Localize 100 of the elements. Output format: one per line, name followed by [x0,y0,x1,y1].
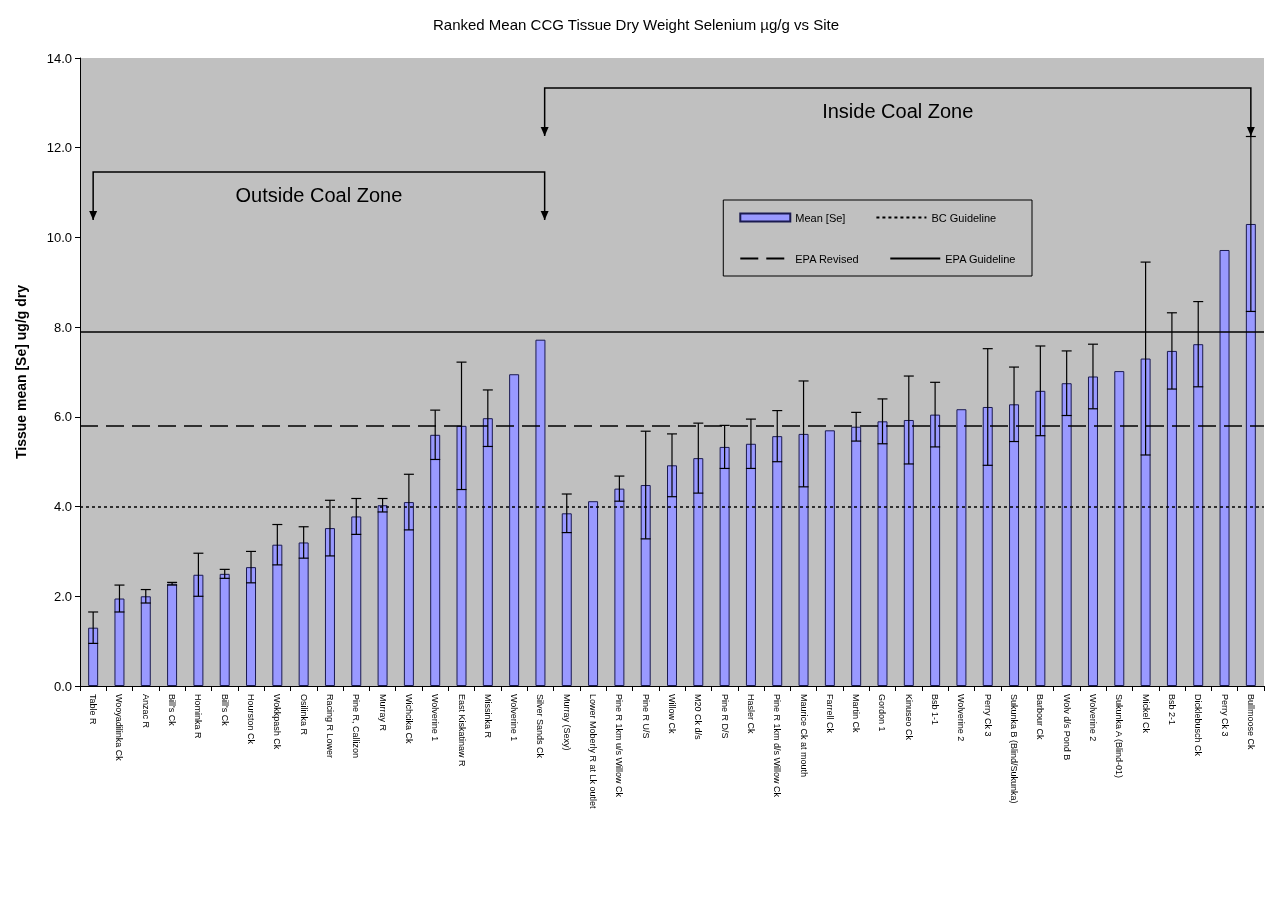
y-tick-label: 10.0 [46,229,72,245]
x-tick-label: Mickel Ck [1140,694,1151,734]
x-tick-label: Wooyadilinka Ck [114,694,125,762]
y-tick-label: 4.0 [53,499,72,515]
y-axis-title: Tissue mean [Se] ug/g dry [13,284,29,460]
bar [798,433,809,686]
bar [1245,223,1256,686]
bar [1219,249,1230,686]
x-tick-label: Perry Ck 3 [1219,694,1230,737]
bar [403,502,414,686]
x-tick-label: Osilinka R [298,694,309,736]
bar [114,598,125,686]
bar [430,434,441,686]
bar [509,374,520,686]
bar [272,544,283,686]
bar [324,528,335,686]
bar [535,339,546,686]
x-tick-label: Bullmoose Ck [1245,694,1256,751]
bar [1140,358,1151,686]
bar [982,406,993,686]
x-tick-label: Hasler Ck [745,694,756,735]
x-tick-label: Hourston Ck [246,694,257,745]
bar [1061,383,1072,686]
x-tick-label: Table R [88,694,99,726]
x-tick-label: Pine R U/S [640,694,651,739]
bar [772,436,783,686]
bar [956,409,967,686]
x-tick-label: Wolverine 2 [1087,694,1098,742]
x-tick-label: Anzac R [140,694,151,729]
x-tick-label: Wolverine 1 [430,694,441,742]
x-tick-label: Missinka R [482,694,493,739]
x-tick-label: Racing R Lower [324,694,335,759]
annotation: Inside Coal Zone [822,100,974,122]
bar [1009,404,1020,686]
bar [1193,344,1204,686]
x-tick-label: Sukunka B (Blind/Sukunka) [1009,694,1020,804]
x-tick-label: Hominka R [193,694,204,740]
bar [1035,390,1046,686]
bar [1166,350,1177,686]
y-tick-label: 0.0 [53,678,72,694]
x-tick-label: Silver Sands Ck [535,694,546,759]
x-tick-label: Kinuseo Ck [903,694,914,741]
x-tick-label: Pine R 1km d/s Willow Ck [772,694,783,798]
y-tick-label: 6.0 [53,409,72,425]
x-tick-label: Pine R 1km u/s Willow Ck [614,694,625,798]
chart-title: Ranked Mean CCG Tissue Dry Weight Selenium µg/g vs Site [432,16,840,33]
annotation: Outside Coal Zone [235,184,403,206]
x-tick-label: Farrell Ck [824,694,835,734]
bar [246,567,257,686]
bar [719,446,730,686]
bar [351,516,362,686]
legend-label: Mean [Se] [795,211,846,224]
x-tick-label: Wokkpash Ck [272,694,283,750]
bar [667,465,677,686]
x-tick-label: Barbour Ck [1035,694,1046,741]
bar [824,430,835,686]
legend-label: BC Guideline [931,211,997,224]
bar [903,420,914,686]
bar [1114,371,1125,686]
bar [693,458,704,686]
legend-label: EPA Guideline [945,252,1016,265]
bar [298,542,309,686]
y-tick-label: 14.0 [46,50,72,66]
bar [377,505,388,686]
x-tick-label: Dicklebusch Ck [1193,694,1204,757]
y-tick-label: 12.0 [46,140,72,156]
x-tick-label: Pine R, Callizon [351,694,362,759]
x-tick-label: Sukunka A (Blind-01) [1114,694,1125,779]
x-tick-label: Wolverine 2 [956,694,967,742]
bar [193,574,204,686]
bar [1087,376,1098,686]
x-tick-label: Gordon 1 [877,694,888,732]
x-tick-label: Perry Ck 3 [982,694,993,737]
bar [877,421,888,686]
x-tick-label: Pine R D/S [719,694,730,739]
y-tick-label: 2.0 [53,588,72,604]
bar [614,488,625,686]
x-tick-label: M20 Ck d/s [693,694,704,741]
bar [561,513,572,686]
x-tick-label: Lower Moberly R at Lk outlet [588,694,599,810]
x-tick-label: Martin Ck [851,694,862,733]
bar [140,596,151,686]
x-tick-label: Murray R [377,694,388,732]
bar [88,627,99,686]
x-tick-label: Wolverine 1 [509,694,520,742]
bar [588,501,599,686]
x-tick-label: Bsb 2-1 [1166,694,1177,726]
y-tick-label: 8.0 [53,319,72,335]
x-tick-label: Bsb 1-1 [930,694,941,726]
bar [482,418,493,686]
bar [930,414,941,686]
x-tick-label: Bill's Ck [167,694,178,727]
x-tick-label: Wichcika Ck [403,694,414,744]
x-tick-label: Willow Ck [667,694,677,734]
bar [851,426,862,686]
x-tick-label: East Kiskatinaw R [456,694,467,768]
x-tick-label: Bill's Ck [219,694,230,727]
bar [219,573,230,686]
bar [167,583,178,686]
bar [745,443,756,686]
